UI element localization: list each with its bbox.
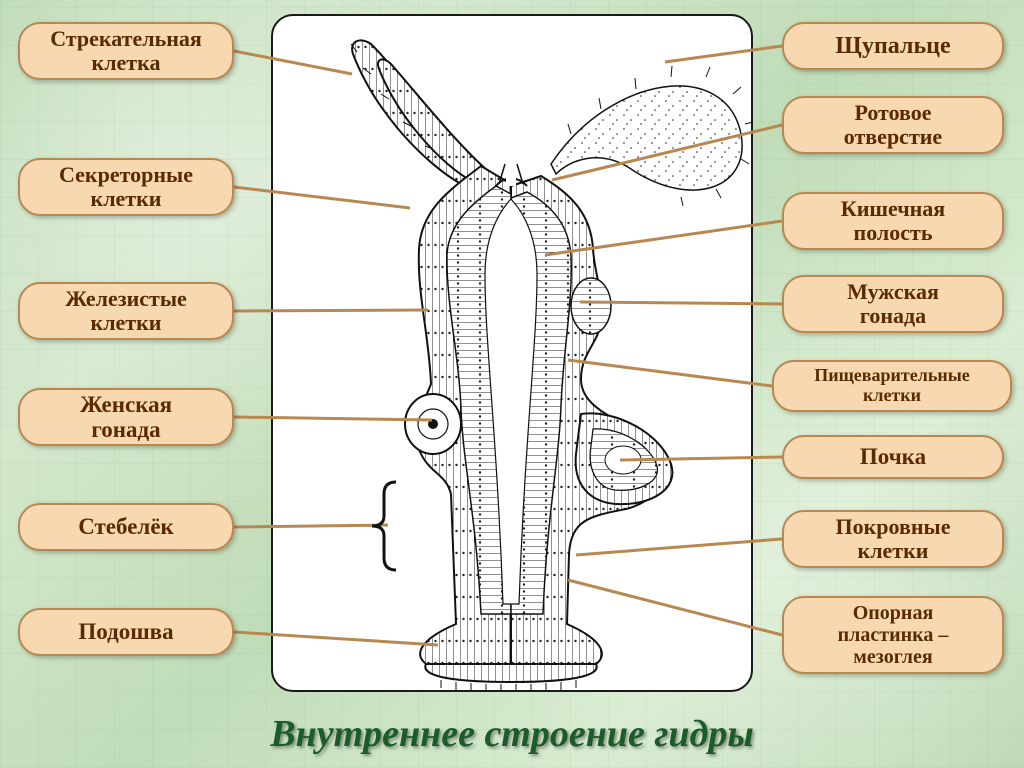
label-box: Подошва xyxy=(18,608,234,656)
label-box: Женскаягонада xyxy=(18,388,234,446)
hydra-diagram xyxy=(271,14,753,692)
label-box: Опорнаяпластинка –мезоглея xyxy=(782,596,1004,674)
label-box: Щупальце xyxy=(782,22,1004,70)
label-box: Ротовоеотверстие xyxy=(782,96,1004,154)
label-box: Пищеварительныеклетки xyxy=(772,360,1012,412)
label-box: Секреторныеклетки xyxy=(18,158,234,216)
label-box: Почка xyxy=(782,435,1004,479)
label-box: Кишечнаяполость xyxy=(782,192,1004,250)
label-box: Стрекательнаяклетка xyxy=(18,22,234,80)
label-box: Мужскаягонада xyxy=(782,275,1004,333)
label-box: Покровныеклетки xyxy=(782,510,1004,568)
label-box: Железистыеклетки xyxy=(18,282,234,340)
label-box: Стебелёк xyxy=(18,503,234,551)
diagram-title: Внутреннее строение гидры xyxy=(0,712,1024,756)
